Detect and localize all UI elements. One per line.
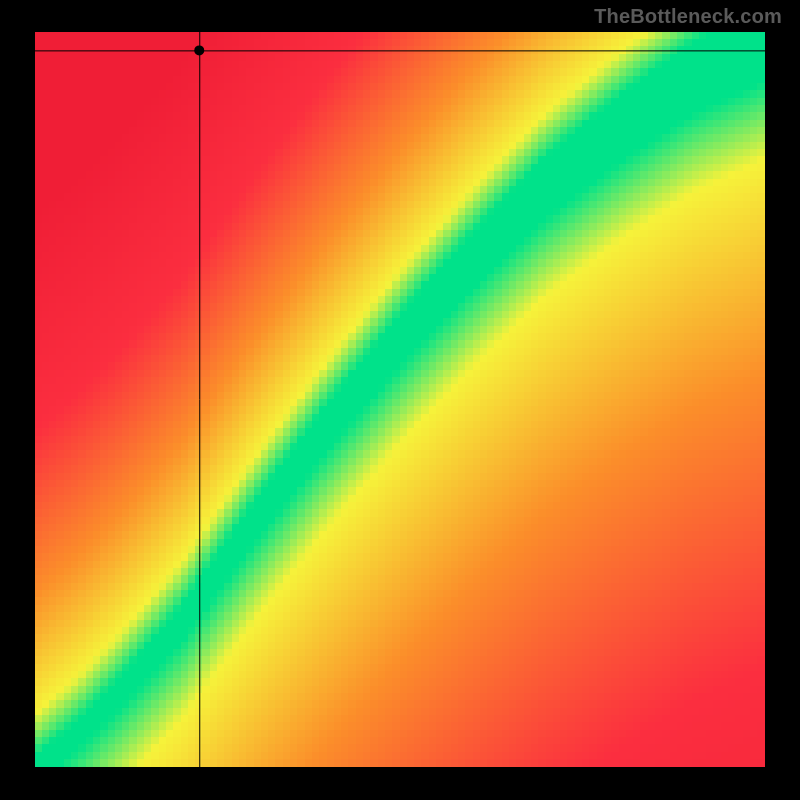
watermark-text: TheBottleneck.com [594, 6, 782, 29]
figure-container: TheBottleneck.com [0, 0, 800, 800]
plot-area [35, 32, 765, 767]
heatmap-canvas [35, 32, 765, 767]
